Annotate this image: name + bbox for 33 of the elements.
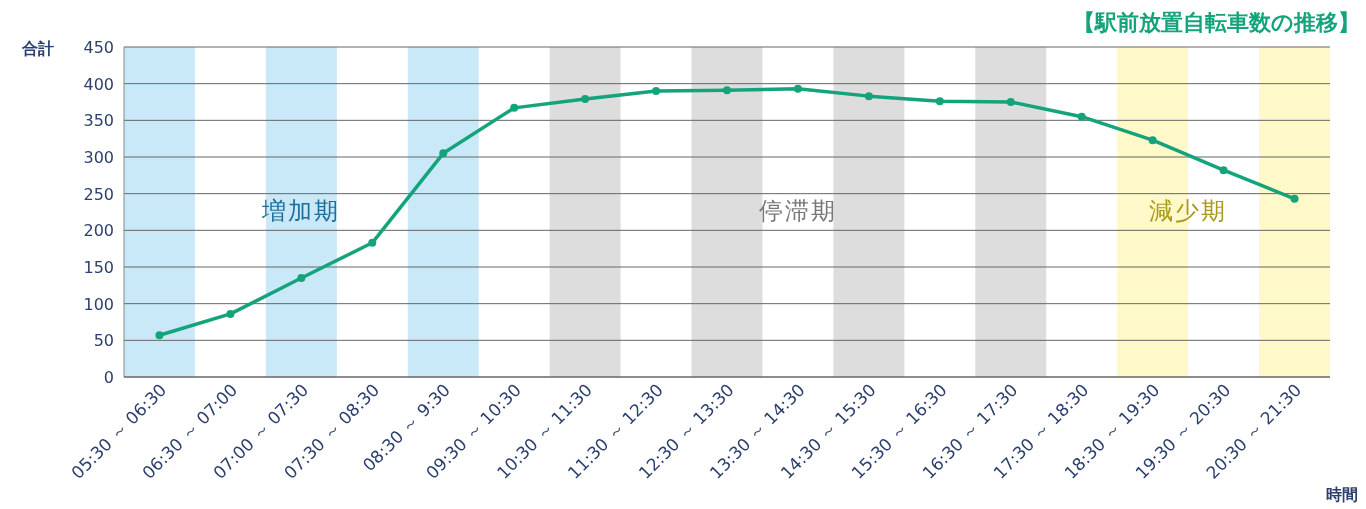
- annotation: 減少期: [1149, 196, 1228, 225]
- point: [793, 84, 802, 93]
- y-tick-label: 150: [83, 258, 114, 277]
- annotation: 停滞期: [758, 196, 837, 225]
- point: [368, 238, 377, 247]
- point: [864, 92, 873, 101]
- y-tick-label: 250: [83, 184, 114, 204]
- point: [297, 274, 306, 282]
- point: [1219, 166, 1228, 175]
- point: [1077, 112, 1086, 121]
- point: [723, 86, 731, 95]
- point: [1148, 136, 1157, 145]
- point: [652, 87, 661, 95]
- point: [226, 309, 235, 318]
- y-tick-label: 350: [83, 111, 114, 131]
- point: [1006, 98, 1015, 106]
- y-tick-label: 200: [83, 221, 114, 241]
- y-tick-label: 100: [83, 294, 114, 314]
- x-axis-title: 時間: [1326, 485, 1358, 504]
- y-axis-title: 合計: [21, 39, 54, 58]
- y-tick-label: 0: [103, 368, 114, 387]
- point: [439, 149, 448, 158]
- point: [1290, 194, 1299, 203]
- y-tick-label: 50: [93, 331, 114, 351]
- y-tick-label: 400: [83, 74, 114, 94]
- y-tick-label: 300: [83, 148, 114, 167]
- point: [510, 103, 519, 112]
- point: [581, 95, 590, 104]
- y-tick-label: 450: [83, 38, 114, 57]
- chart-title: 【駅前放置自転車数の推移】: [1073, 10, 1360, 35]
- annotation: 増加期: [261, 196, 341, 225]
- point: [155, 331, 164, 340]
- point: [935, 97, 944, 106]
